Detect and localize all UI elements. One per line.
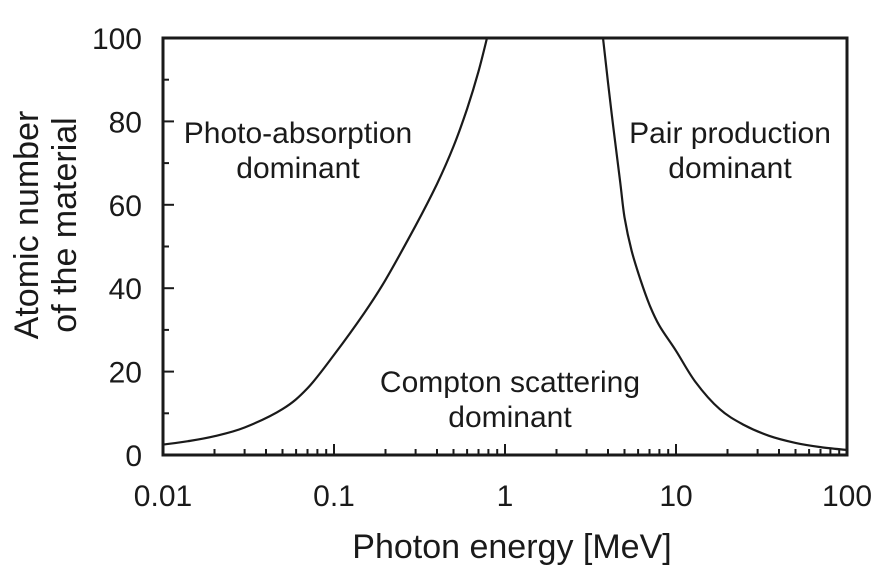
x-axis-tick-labels: 0.01 0.1 1 10 100 [134,480,872,513]
compton-pair-boundary-curve [601,38,847,452]
y-axis-ticks [163,37,174,456]
x-axis-title: Photon energy [MeV] [352,528,671,566]
x-tick-label: 1 [497,480,514,513]
y-axis-title-line1: Atomic number [8,111,46,340]
pair-production-region-label: Pair production dominant [629,117,831,185]
photo-absorption-label-line1: Photo-absorption [184,117,413,150]
compton-scattering-label-line1: Compton scattering [380,366,640,399]
x-tick-label: 100 [822,480,872,513]
x-tick-label: 0.01 [134,480,192,513]
x-axis-ticks [162,444,848,455]
compton-scattering-region-label: Compton scattering dominant [380,366,640,434]
y-tick-label: 0 [125,440,142,473]
y-tick-label: 80 [109,106,142,139]
y-tick-label: 60 [109,190,142,223]
photo-compton-boundary-curve [163,38,489,446]
y-tick-label: 100 [92,23,142,56]
y-axis-title: Atomic number of the material [8,111,84,340]
x-tick-label: 10 [659,480,692,513]
compton-scattering-label-line2: dominant [448,401,572,434]
y-axis-title-line2: of the material [46,117,84,332]
pair-production-label-line2: dominant [668,152,792,185]
curves-layer [163,38,847,452]
pair-production-label-line1: Pair production [629,117,831,150]
photo-absorption-region-label: Photo-absorption dominant [184,117,413,185]
y-axis-tick-labels: 0 20 40 60 80 100 [92,23,142,473]
y-tick-label: 20 [109,357,142,390]
y-tick-label: 40 [109,273,142,306]
photo-absorption-label-line2: dominant [236,152,360,185]
x-tick-label: 0.1 [313,480,355,513]
